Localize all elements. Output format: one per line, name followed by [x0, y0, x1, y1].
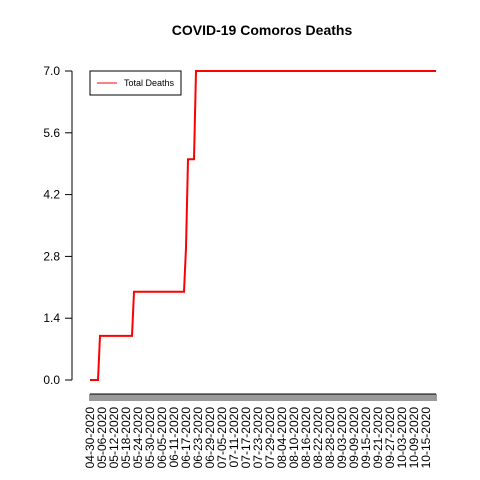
x-tick-label: 06-11-2020: [167, 407, 181, 468]
x-tick-label: 09-21-2020: [371, 407, 385, 469]
x-tick-label: 10-09-2020: [407, 407, 421, 469]
x-tick-label: 07-17-2020: [239, 407, 253, 469]
x-tick-label: 10-03-2020: [395, 407, 409, 469]
x-tick-label: 05-12-2020: [107, 407, 121, 469]
y-tick-label: 1.4: [43, 311, 60, 325]
y-axis: 0.0 1.4 2.8 4.2 5.6 7.0: [43, 64, 73, 387]
y-tick-label: 5.6: [43, 126, 60, 140]
legend: Total Deaths: [89, 70, 182, 96]
plot-lines: [90, 70, 436, 381]
x-tick-label: 07-29-2020: [263, 407, 277, 469]
series-line-total-deaths: [90, 70, 436, 381]
x-tick-label: 08-04-2020: [275, 407, 289, 469]
x-tick-label: 05-06-2020: [95, 407, 109, 469]
x-axis: 04-30-202005-06-202005-12-202005-18-2020…: [83, 393, 437, 469]
x-tick-label: 07-23-2020: [251, 407, 265, 469]
chart-title: COVID-19 Comoros Deaths: [172, 22, 353, 38]
x-tick-label: 07-11-2020: [227, 407, 241, 468]
x-tick-label: 08-22-2020: [311, 407, 325, 469]
x-tick-label: 06-29-2020: [203, 407, 217, 469]
y-tick-label: 2.8: [43, 249, 60, 263]
y-tick-label: 4.2: [43, 188, 60, 202]
legend-label: Total Deaths: [124, 78, 175, 88]
x-tick-label: 05-18-2020: [119, 407, 133, 469]
y-tick-label: 0.0: [43, 373, 60, 387]
x-tick-label: 07-05-2020: [215, 407, 229, 469]
y-tick-label: 7.0: [43, 64, 60, 78]
x-tick-label: 08-10-2020: [287, 407, 301, 469]
x-tick-label: 09-09-2020: [347, 407, 361, 469]
x-tick-label: 08-28-2020: [323, 407, 337, 469]
x-tick-label: 08-16-2020: [299, 407, 313, 469]
x-tick-label: 05-30-2020: [143, 407, 157, 469]
x-tick-label: 06-17-2020: [179, 407, 193, 469]
x-tick-label: 04-30-2020: [83, 407, 97, 469]
x-tick-label: 06-23-2020: [191, 407, 205, 469]
x-tick-label: 05-24-2020: [131, 407, 145, 469]
x-tick-label: 09-27-2020: [383, 407, 397, 469]
x-tick-label: 09-03-2020: [335, 407, 349, 469]
x-tick-label: 06-05-2020: [155, 407, 169, 469]
x-tick-label: 09-15-2020: [359, 407, 373, 469]
x-tick-label: 10-15-2020: [419, 407, 433, 469]
